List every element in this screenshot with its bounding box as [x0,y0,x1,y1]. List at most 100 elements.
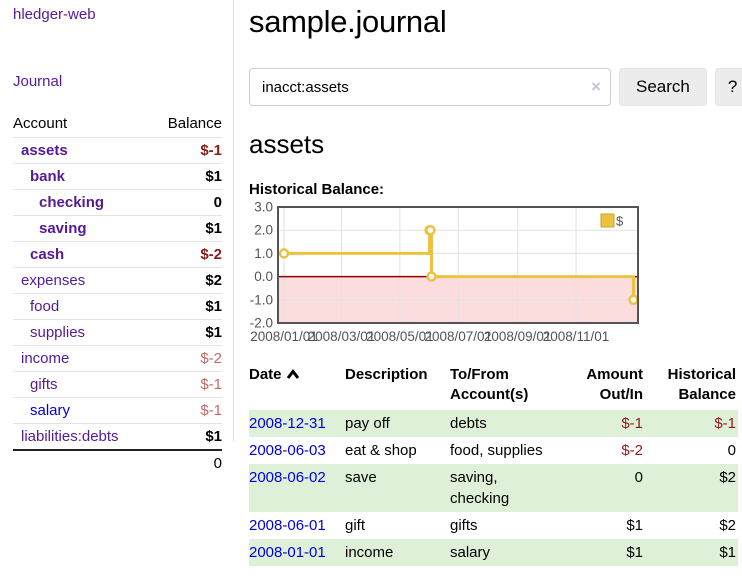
y-tick-label: -1.0 [250,292,273,307]
account-link-gifts[interactable]: gifts [30,376,58,393]
account-balance: $-1 [200,376,222,393]
register-header-accounts: To/From Account(s) [450,366,529,404]
account-link-expenses[interactable]: expenses [21,272,86,289]
account-balance: $-1 [200,142,222,159]
account-row: saving $1 [13,215,222,242]
register-header-row: Date Description To/From Account(s) Amou… [249,363,738,410]
account-balance: $1 [205,298,222,315]
accounts-header-balance: Balance [167,115,222,132]
account-row: expenses $2 [13,267,222,294]
account-balance: $-2 [200,246,222,263]
help-button[interactable]: ? [714,68,742,106]
historical-balance-chart: $3.0 2.0 1.0 0.0 -1.0 -2.0 2008/01/01 2008/03/0… [249,201,741,349]
legend-swatch [600,213,615,228]
account-link-supplies[interactable]: supplies [30,324,86,341]
register-row: 2008-06-03 eat & shop food, supplies $-2 0 [249,437,738,464]
transaction-date-link[interactable]: 2008-12-31 [249,414,326,432]
register-row: 2008-12-31 pay off debts $-1 $-1 [249,409,738,437]
account-row: liabilities:debts $1 [13,423,222,451]
search-input[interactable] [249,68,611,106]
transaction-accounts: gifts [450,516,478,534]
transaction-description: eat & shop [345,441,417,459]
account-link-assets[interactable]: assets [21,142,68,159]
search-row: × Search ? [249,68,742,106]
transaction-amount: $-1 [621,414,643,432]
register-header-description: Description [345,366,428,383]
y-tick-label: 1.0 [254,246,273,261]
plot-border [277,206,639,324]
account-link-bank[interactable]: bank [30,168,66,185]
chart-heading: Historical Balance: [249,181,385,198]
transaction-accounts: debts [450,414,487,432]
transaction-amount: 0 [634,468,643,486]
x-tick-label: 2008/03/01 [308,329,376,344]
account-row: food $1 [13,293,222,320]
account-row: checking 0 [13,189,222,216]
x-tick-label: 2008/11/01 [543,329,610,344]
y-tick-label: -2.0 [250,316,273,331]
register-row: 2008-06-02 save saving, checking 0 $2 [249,463,738,512]
sidebar-item-journal[interactable]: Journal [13,73,63,90]
y-tick-label: 0.0 [254,269,273,284]
account-balance: $-2 [200,350,222,367]
account-balance: $1 [205,324,222,341]
account-row: gifts $-1 [13,371,222,398]
transaction-balance: 0 [727,441,736,459]
transaction-balance: $2 [719,516,736,534]
data-point[interactable] [628,294,639,306]
accounts-total-row: 0 [13,450,222,476]
legend-label: $ [616,214,624,229]
account-row: cash $-2 [13,241,222,268]
account-row: supplies $1 [13,319,222,346]
sidebar: hledger-web Journal Account Balance asse… [0,0,234,472]
transaction-amount: $-2 [621,441,643,459]
register-header-date[interactable]: Date [249,363,345,410]
account-row: salary $-1 [13,397,222,424]
page-title: sample.journal [249,4,447,39]
account-balance: $1 [205,168,222,185]
sort-ascending-icon [286,369,299,379]
account-link-food[interactable]: food [30,298,60,315]
transaction-description: gift [345,516,366,534]
transaction-accounts: salary [450,543,491,561]
transaction-description: income [345,543,394,561]
account-link-liabilities-debts[interactable]: liabilities:debts [21,428,119,445]
register-row: 2008-01-01 income salary $1 $1 [249,538,738,566]
account-balance: $1 [205,428,222,445]
data-point[interactable] [278,248,290,259]
data-point[interactable] [425,224,436,236]
transaction-date-link[interactable]: 2008-06-02 [249,468,326,486]
y-tick-label: 2.0 [254,223,273,238]
search-button[interactable]: Search [619,68,707,106]
transaction-date-link[interactable]: 2008-06-03 [249,441,326,459]
data-point[interactable] [426,271,437,282]
transaction-accounts: food, supplies [450,441,543,459]
accounts-total-value: 0 [213,455,222,472]
account-balance: 0 [213,194,222,211]
account-row: income $-2 [13,345,222,372]
account-link-income[interactable]: income [21,350,70,367]
main-content: sample.journal × Search ? assets Histori… [249,0,742,566]
account-row: assets $-1 [13,137,222,164]
account-link-cash[interactable]: cash [30,246,65,263]
transaction-amount: $1 [626,516,643,534]
account-link-saving[interactable]: saving [39,220,87,237]
transaction-date-link[interactable]: 2008-01-01 [249,543,326,561]
transaction-description: pay off [345,414,390,432]
transaction-date-link[interactable]: 2008-06-01 [249,516,326,534]
account-link-salary[interactable]: salary [30,402,71,419]
register-header-balance: Historical Balance [667,366,736,404]
register-row: 2008-06-01 gift gifts $1 $2 [249,512,738,539]
accounts-header-row: Account Balance [13,112,222,138]
app-brand-link[interactable]: hledger-web [13,6,96,23]
account-balance: $2 [205,272,222,289]
balance-chart-svg: $3.0 2.0 1.0 0.0 -1.0 -2.02008/01/012008/03/0… [250,201,639,344]
account-link-checking[interactable]: checking [39,194,105,211]
y-tick-label: 3.0 [254,201,273,215]
account-balance: $-1 [200,402,222,419]
x-tick-label: 2008/07/01 [424,329,492,344]
transaction-balance: $2 [719,468,736,486]
x-tick-label: 2008/01/01 [250,329,318,344]
clear-search-icon[interactable]: × [591,77,601,96]
transaction-description: save [345,468,377,486]
